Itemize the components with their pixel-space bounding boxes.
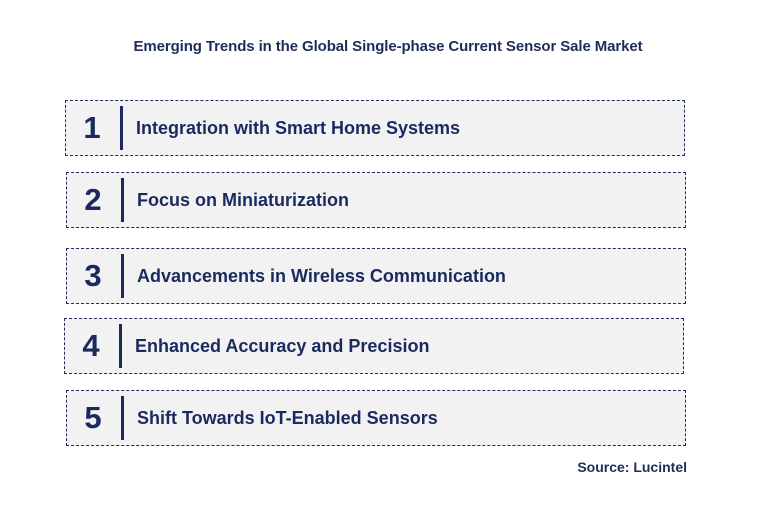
trend-box-5: 5 Shift Towards IoT-Enabled Sensors xyxy=(66,390,686,446)
trend-divider xyxy=(119,324,122,368)
trend-number: 5 xyxy=(84,400,102,435)
trend-label: Shift Towards IoT-Enabled Sensors xyxy=(137,407,438,428)
trend-label: Advancements in Wireless Communication xyxy=(137,265,506,286)
trend-divider xyxy=(121,254,124,298)
trend-label: Integration with Smart Home Systems xyxy=(136,117,461,138)
trend-box-4: 4 Enhanced Accuracy and Precision xyxy=(64,318,684,374)
trend-number: 1 xyxy=(83,110,101,145)
trend-number: 4 xyxy=(82,328,100,363)
source-label: Source: Lucintel xyxy=(577,459,687,475)
trend-box-1: 1 Integration with Smart Home Systems xyxy=(65,100,685,156)
trend-number: 3 xyxy=(84,258,102,293)
trend-divider xyxy=(121,178,124,222)
trend-divider xyxy=(120,106,123,150)
trend-number: 2 xyxy=(84,182,102,217)
trend-divider xyxy=(121,396,124,440)
trend-label: Enhanced Accuracy and Precision xyxy=(135,335,430,356)
trend-box-2: 2 Focus on Miniaturization xyxy=(66,172,686,228)
trend-box-3: 3 Advancements in Wireless Communication xyxy=(66,248,686,304)
trend-label: Focus on Miniaturization xyxy=(137,189,349,210)
diagram-title: Emerging Trends in the Global Single-pha… xyxy=(133,38,643,55)
